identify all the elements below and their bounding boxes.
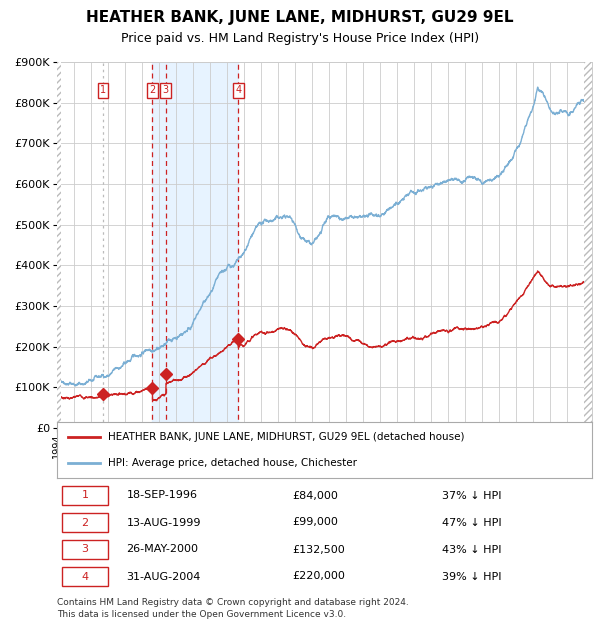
Text: £220,000: £220,000 [292, 572, 345, 582]
Text: £84,000: £84,000 [292, 490, 338, 500]
Text: HEATHER BANK, JUNE LANE, MIDHURST, GU29 9EL: HEATHER BANK, JUNE LANE, MIDHURST, GU29 … [86, 10, 514, 25]
Text: Price paid vs. HM Land Registry's House Price Index (HPI): Price paid vs. HM Land Registry's House … [121, 32, 479, 45]
Text: 1: 1 [100, 86, 106, 95]
Text: 31-AUG-2004: 31-AUG-2004 [127, 572, 201, 582]
Text: 18-SEP-1996: 18-SEP-1996 [127, 490, 197, 500]
Text: 2: 2 [149, 86, 155, 95]
Text: 1: 1 [82, 490, 89, 500]
Text: 47% ↓ HPI: 47% ↓ HPI [442, 518, 502, 528]
Text: This data is licensed under the Open Government Licence v3.0.: This data is licensed under the Open Gov… [57, 610, 346, 619]
Text: 13-AUG-1999: 13-AUG-1999 [127, 518, 201, 528]
FancyBboxPatch shape [62, 540, 108, 559]
Text: HPI: Average price, detached house, Chichester: HPI: Average price, detached house, Chic… [108, 458, 357, 468]
Bar [57, 62, 61, 428]
Text: £99,000: £99,000 [292, 518, 338, 528]
Text: 43% ↓ HPI: 43% ↓ HPI [442, 544, 502, 554]
Text: 26-MAY-2000: 26-MAY-2000 [127, 544, 199, 554]
Text: 39% ↓ HPI: 39% ↓ HPI [442, 572, 502, 582]
Text: Contains HM Land Registry data © Crown copyright and database right 2024.: Contains HM Land Registry data © Crown c… [57, 598, 409, 607]
Text: 4: 4 [82, 572, 89, 582]
FancyBboxPatch shape [62, 513, 108, 532]
Text: 2: 2 [82, 518, 89, 528]
Bar [152, 62, 238, 428]
Text: 3: 3 [163, 86, 169, 95]
FancyBboxPatch shape [62, 567, 108, 586]
Text: 3: 3 [82, 544, 89, 554]
Text: 4: 4 [235, 86, 241, 95]
Text: £132,500: £132,500 [292, 544, 345, 554]
FancyBboxPatch shape [62, 486, 108, 505]
Text: HEATHER BANK, JUNE LANE, MIDHURST, GU29 9EL (detached house): HEATHER BANK, JUNE LANE, MIDHURST, GU29 … [108, 432, 464, 442]
Bar [584, 62, 593, 428]
Text: 37% ↓ HPI: 37% ↓ HPI [442, 490, 502, 500]
